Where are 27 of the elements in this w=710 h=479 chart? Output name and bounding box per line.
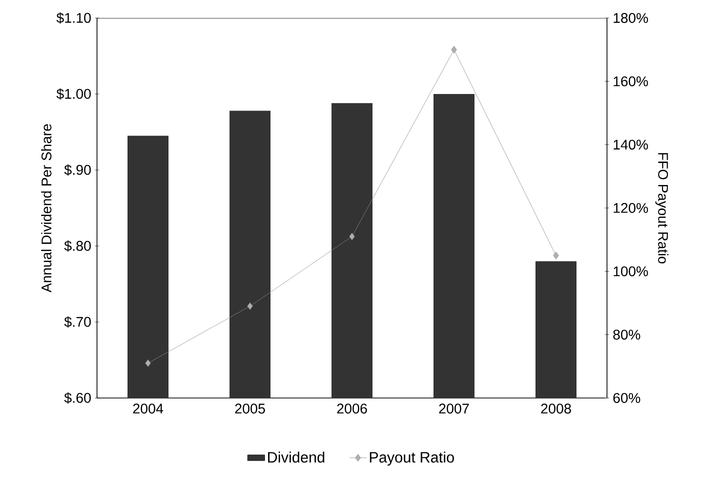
y2-axis-title: FFO Payout Ratio (655, 153, 668, 264)
y-axis-title: Annual Dividend Per Share (41, 124, 52, 292)
y2-tick-label: 140% (614, 140, 648, 150)
y2-tick-label: 120% (614, 203, 648, 213)
y-tick-label: $.60 (64, 392, 91, 404)
y2-tick-label: 180% (614, 13, 648, 23)
x-tick-label: 2008 (541, 404, 571, 414)
point (145, 359, 151, 367)
point (553, 252, 559, 260)
y2-tick-label: 100% (614, 266, 648, 276)
legend-label: Dividend (268, 452, 324, 463)
point (247, 302, 253, 310)
x-tick-label: 2004 (133, 404, 164, 414)
y2-tick-label: 160% (614, 76, 648, 86)
x-tick-label: 2006 (337, 404, 367, 414)
y-tick-label: $.80 (64, 240, 91, 252)
y2-tick-label: 80% (613, 330, 640, 340)
point (451, 46, 457, 54)
legend-label: Payout Ratio (370, 452, 454, 466)
x-tick-label: 2007 (439, 404, 469, 414)
y2-tick-label: 60% (613, 393, 640, 403)
y-tick-label: $.70 (64, 316, 91, 328)
x-tick-label: 2005 (235, 404, 265, 414)
point (349, 232, 355, 240)
y-tick-label: $1.10 (56, 12, 91, 24)
y-tick-label: $.90 (64, 164, 91, 176)
y-tick-label: $1.00 (56, 88, 91, 100)
